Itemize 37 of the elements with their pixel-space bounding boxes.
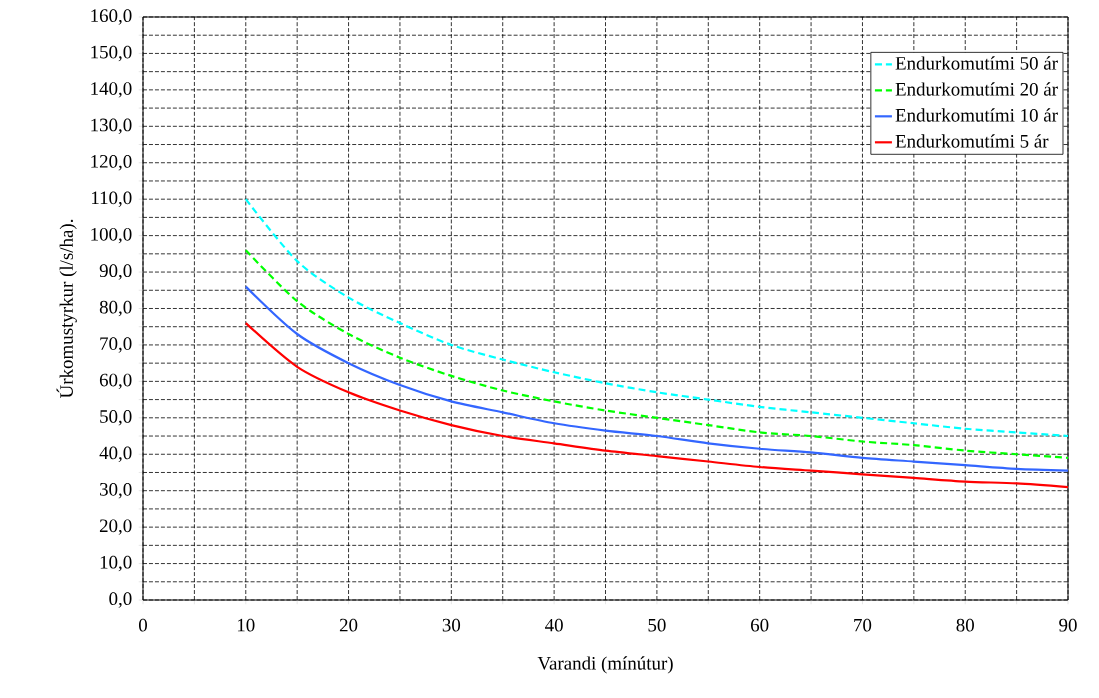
x-tick-label: 40 — [545, 618, 563, 632]
x-axis-title: Varandi (mínútur) — [537, 656, 673, 674]
y-tick-label: 80,0 — [99, 300, 132, 317]
line-series — [244, 249, 1069, 459]
legend-label: Endurkomutími 20 ár — [895, 82, 1058, 96]
y-tick-label: 160,0 — [91, 9, 132, 25]
y-tick-label: 30,0 — [100, 482, 132, 499]
x-tick-label: 70 — [854, 618, 872, 632]
x-tick-label: 80 — [956, 618, 974, 632]
y-tick-label: 150,0 — [91, 45, 132, 62]
y-tick-label: 10,0 — [100, 555, 132, 572]
line-series — [244, 198, 1069, 438]
y-tick-label: 120,0 — [91, 155, 132, 171]
y-tick-label: 50,0 — [100, 410, 132, 426]
x-tick-label: 30 — [442, 618, 461, 632]
x-tick-label: 10 — [237, 618, 255, 632]
y-tick-label: 0,0 — [109, 592, 132, 608]
y-tick-label: 110,0 — [92, 191, 132, 207]
legend-label: Endurkomutími 50 ár — [895, 56, 1058, 70]
y-tick-label: 90,0 — [99, 264, 132, 280]
x-tick-label: 20 — [339, 618, 358, 632]
x-tick-label: 90 — [1059, 618, 1077, 632]
x-tick-label: 50 — [648, 618, 666, 632]
y-tick-label: 20,0 — [99, 519, 132, 535]
line-series — [244, 321, 1069, 489]
x-tick-label: 0 — [138, 618, 147, 632]
legend-label: Endurkomutími 5 ár — [895, 134, 1049, 148]
x-tick-label: 60 — [751, 618, 769, 632]
line-series — [244, 285, 1069, 472]
y-tick-label: 70,0 — [100, 337, 132, 353]
y-tick-label: 140,0 — [91, 82, 132, 98]
y-tick-label: 60,0 — [99, 373, 132, 390]
y-axis-title: Úrkomustyrkur (l/s/ha). — [56, 219, 77, 399]
y-tick-label: 40,0 — [99, 446, 132, 462]
legend-label: Endurkomutími 10 ár — [895, 108, 1058, 122]
y-tick-label: 130,0 — [91, 118, 132, 135]
y-tick-label: 100,0 — [91, 227, 132, 244]
